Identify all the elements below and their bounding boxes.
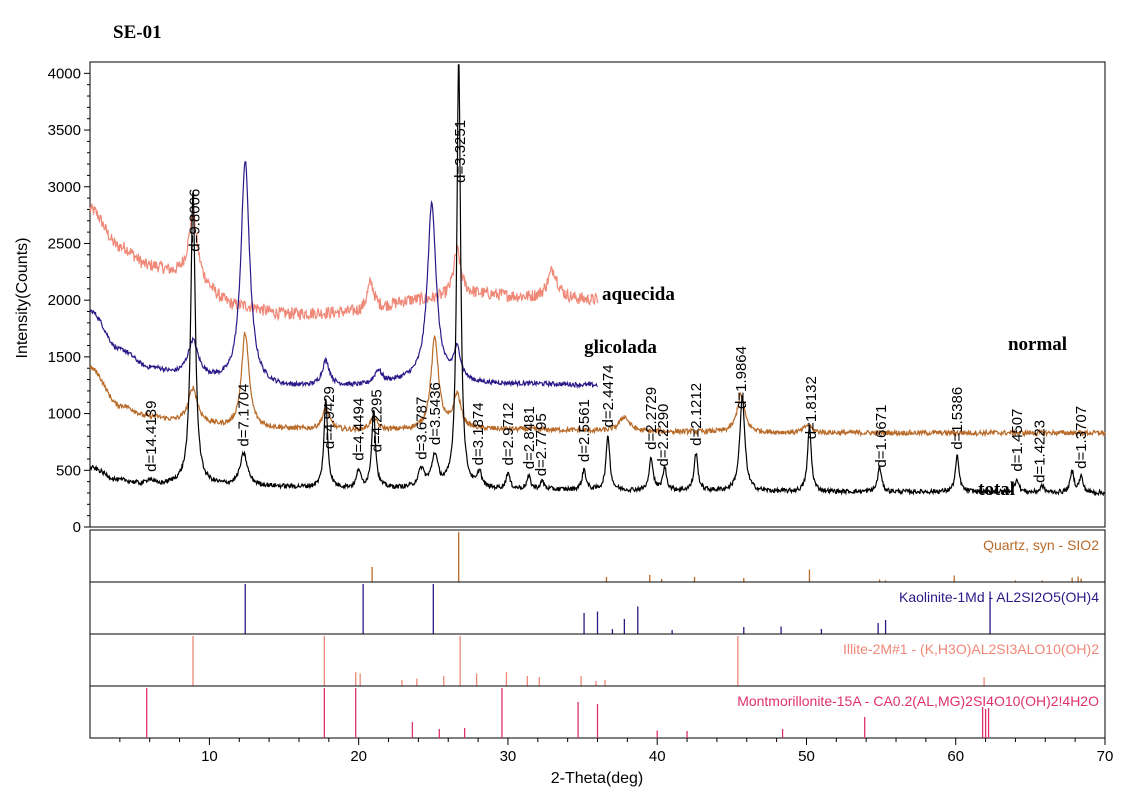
d-spacing-label: d=2.2290 xyxy=(655,404,672,467)
reference-panels: Quartz, syn - SIO2 Kaolinite-1Md - AL2SI2… xyxy=(89,529,1106,739)
x-axis-label: 2-Theta(deg) xyxy=(551,770,644,787)
d-spacing-label: d=3.6787 xyxy=(413,397,430,460)
y-tick-label: 2500 xyxy=(48,235,81,252)
y-tick-label: 0 xyxy=(73,519,81,536)
x-tick-label: 50 xyxy=(798,748,815,765)
d-spacing-label: d=4.9429 xyxy=(321,386,338,449)
y-tick-label: 4000 xyxy=(48,65,81,82)
y-tick-label: 1000 xyxy=(48,406,81,423)
d-spacing-label: d=2.5561 xyxy=(576,399,593,462)
x-tick-label: 10 xyxy=(201,748,218,765)
y-tick-label: 500 xyxy=(56,462,81,479)
d-spacing-label: d=3.5436 xyxy=(427,382,444,445)
reference-label: Illite-2M#1 - (K,H3O)AL2SI3ALO10(OH)2 xyxy=(843,641,1099,657)
main-plot-area: 0 500 1000 1500 2000 2500 3000 3500 4000 aquecida… xyxy=(48,61,1106,536)
d-spacing-label: d=2.9712 xyxy=(500,403,517,466)
d-spacing-label: d=3.1874 xyxy=(470,402,487,465)
x-tick-label: 20 xyxy=(350,748,367,765)
reference-panel-frame xyxy=(89,529,1106,583)
d-spacing-label: d=1.3707 xyxy=(1073,406,1090,469)
y-tick-label: 2000 xyxy=(48,292,81,309)
series-label-total: total xyxy=(978,479,1015,500)
y-tick-label: 3500 xyxy=(48,122,81,139)
y-tick-label: 1500 xyxy=(48,349,81,366)
d-spacing-label: d=4.4494 xyxy=(351,398,368,461)
d-spacing-label: d=14.4139 xyxy=(143,401,160,472)
d-spacing-label: d=2.7795 xyxy=(533,413,550,476)
series-label-glicolada: glicolada xyxy=(584,337,657,358)
x-tick-label: 60 xyxy=(947,748,964,765)
x-tick-label: 30 xyxy=(500,748,517,765)
y-axis-label: Intensity(Counts) xyxy=(14,238,31,359)
x-tick-label: 70 xyxy=(1097,748,1114,765)
series-label-aquecida: aquecida xyxy=(602,284,675,305)
d-spacing-label: d=9.8006 xyxy=(187,189,204,252)
d-spacing-label: d=1.4223 xyxy=(1031,420,1048,483)
reference-label: Kaolinite-1Md - AL2SI2O5(OH)4 xyxy=(899,589,1099,605)
d-spacing-label: d=1.6671 xyxy=(873,405,890,468)
series-line-glicolada xyxy=(89,160,598,390)
reference-label: Quartz, syn - SIO2 xyxy=(983,537,1099,553)
d-spacing-label: d=2.1212 xyxy=(688,383,705,446)
d-spacing-label: d=2.4474 xyxy=(600,365,617,428)
y-tick-label: 3000 xyxy=(48,179,81,196)
d-spacing-label: d=2.2729 xyxy=(643,387,660,450)
d-spacing-label: d=7.1704 xyxy=(236,384,253,447)
d-spacing-label: d=1.4507 xyxy=(1009,409,1026,472)
chart-title: SE-01 xyxy=(113,22,162,43)
x-axis: 10 20 30 40 50 60 70 xyxy=(119,738,1114,765)
d-spacing-label: d=2.8481 xyxy=(521,406,538,469)
series-label-normal: normal xyxy=(1008,334,1067,355)
d-spacing-label: d=3.3251 xyxy=(452,120,469,183)
reference-label: Montmorillonite-15A - CA0.2(AL,MG)2SI4O1… xyxy=(737,693,1099,709)
d-spacing-label: d=1.8132 xyxy=(803,376,820,439)
series-line-normal xyxy=(89,331,1106,438)
d-spacing-label: d=4.2295 xyxy=(369,389,386,452)
plot-frame xyxy=(89,61,1106,528)
x-tick-label: 40 xyxy=(649,748,666,765)
series-line-total xyxy=(89,64,1106,497)
d-spacing-label: d=1.9864 xyxy=(733,346,750,409)
d-spacing-label: d=1.5386 xyxy=(949,387,966,450)
series-line-aquecida xyxy=(89,203,599,322)
